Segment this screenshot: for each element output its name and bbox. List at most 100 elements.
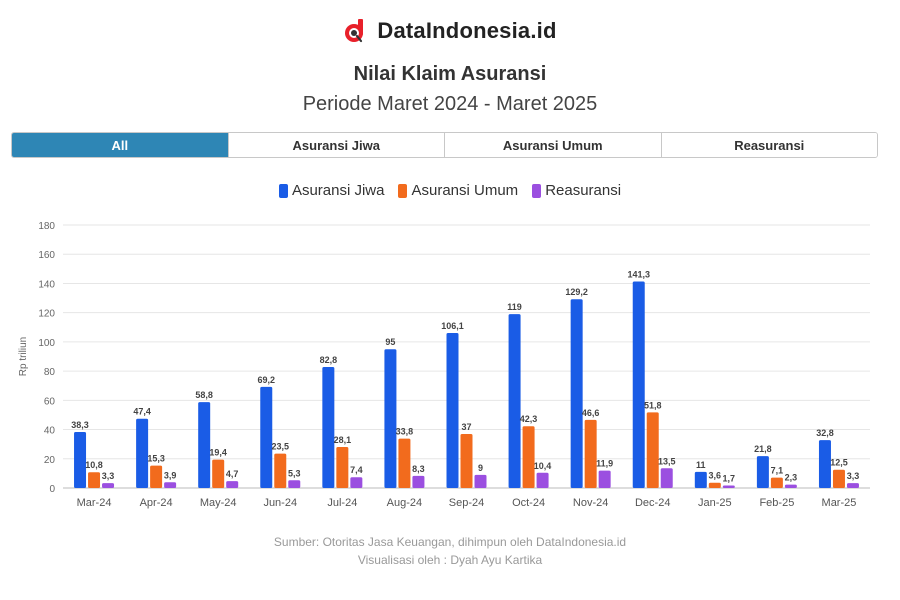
bar	[88, 472, 101, 488]
bar	[756, 456, 769, 488]
tab-asuransi-jiwa[interactable]: Asuransi Jiwa	[228, 133, 445, 157]
tab-reasuransi[interactable]: Reasuransi	[661, 133, 877, 157]
bar	[722, 485, 735, 488]
data-label: 129,2	[565, 287, 588, 297]
bar	[818, 440, 831, 488]
y-tick-label: 0	[49, 484, 55, 495]
bar	[102, 483, 115, 488]
legend-label-asuransi-jiwa: Asuransi Jiwa	[291, 182, 385, 199]
data-label: 7,1	[771, 466, 784, 476]
x-tick-label: Mar-25	[822, 497, 857, 509]
data-label: 10,4	[534, 461, 552, 471]
bar	[412, 475, 425, 488]
bar	[74, 432, 87, 488]
data-label: 51,8	[644, 400, 662, 410]
legend-label-reasuransi: Reasuransi	[545, 182, 622, 199]
data-label: 82,8	[320, 355, 338, 365]
tab-all[interactable]: All	[12, 133, 229, 157]
filter-tabs: All Asuransi Jiwa Asuransi Umum Reasuran…	[11, 132, 878, 158]
y-tick-label: 160	[38, 250, 55, 261]
legend-swatch-asuransi-jiwa	[278, 183, 288, 198]
bar	[832, 469, 845, 488]
data-label: 3,6	[709, 471, 722, 481]
legend-label-asuransi-umum: Asuransi Umum	[411, 182, 519, 199]
bar	[474, 474, 487, 488]
bar	[694, 471, 707, 488]
bar	[198, 402, 211, 488]
bar	[212, 459, 225, 488]
legend-item-asuransi-umum[interactable]: Asuransi Umum	[398, 182, 518, 199]
data-label: 15,3	[147, 454, 165, 464]
bar	[770, 477, 783, 488]
data-label: 38,3	[71, 420, 89, 430]
x-tick-label: Oct-24	[512, 497, 545, 509]
bar	[522, 426, 535, 488]
data-label: 5,3	[288, 468, 301, 478]
legend-item-reasuransi[interactable]: Reasuransi	[532, 182, 621, 199]
x-tick-label: May-24	[200, 497, 237, 509]
bar	[708, 482, 721, 488]
bar	[336, 446, 349, 488]
data-label: 37	[461, 422, 471, 432]
bar	[136, 418, 149, 488]
y-tick-label: 80	[44, 367, 56, 378]
data-label: 58,8	[195, 390, 213, 400]
data-label: 21,8	[754, 444, 772, 454]
bar	[446, 332, 459, 488]
y-tick-label: 140	[38, 279, 55, 290]
data-label: 95	[385, 337, 395, 347]
x-tick-label: Feb-25	[759, 497, 794, 509]
source-note: Sumber: Otoritas Jasa Keuangan, dihimpun…	[273, 535, 627, 549]
legend-item-asuransi-jiwa[interactable]: Asuransi Jiwa	[278, 182, 385, 199]
data-label: 9	[478, 463, 483, 473]
x-tick-label: Jan-25	[698, 497, 732, 509]
legend-swatch-reasuransi	[532, 183, 542, 198]
x-tick-label: Jun-24	[263, 497, 297, 509]
y-tick-label: 20	[44, 455, 56, 466]
x-tick-label: Dec-24	[635, 497, 670, 509]
data-label: 28,1	[334, 435, 352, 445]
legend-swatch-asuransi-umum	[398, 183, 408, 198]
x-tick-label: Aug-24	[387, 497, 422, 509]
data-label: 3,9	[164, 470, 177, 480]
brand-name: DataIndonesia.id	[377, 18, 557, 43]
credit-note: Visualisasi oleh : Dyah Ayu Kartika	[357, 553, 543, 567]
chart-footer: Sumber: Otoritas Jasa Keuangan, dihimpun…	[0, 533, 900, 569]
bar	[570, 299, 583, 488]
bar	[536, 472, 549, 488]
y-tick-label: 100	[38, 338, 55, 349]
bar	[598, 470, 611, 488]
data-label: 8,3	[412, 464, 425, 474]
bar	[632, 281, 645, 488]
data-label: 13,5	[658, 456, 676, 466]
data-label: 141,3	[627, 270, 650, 280]
data-label: 10,8	[85, 460, 103, 470]
bar	[460, 433, 473, 488]
bar	[584, 419, 597, 488]
chart-subtitle: Periode Maret 2024 - Maret 2025	[302, 93, 598, 115]
data-label: 42,3	[520, 414, 538, 424]
data-label: 19,4	[209, 448, 227, 458]
bar	[260, 386, 273, 488]
bar	[150, 465, 163, 488]
data-label: 47,4	[133, 407, 151, 417]
tab-asuransi-umum[interactable]: Asuransi Umum	[445, 133, 662, 157]
bar	[322, 367, 335, 488]
bar	[508, 314, 521, 488]
bar	[226, 481, 239, 488]
chart-legend: Asuransi Jiwa Asuransi Umum Reasuransi	[0, 182, 900, 199]
data-label: 69,2	[258, 375, 276, 385]
data-label: 4,7	[226, 469, 239, 479]
data-label: 119	[507, 302, 522, 312]
data-label: 7,4	[350, 465, 363, 475]
bar	[646, 412, 659, 488]
y-tick-label: 180	[38, 221, 55, 232]
x-tick-label: Mar-24	[77, 497, 112, 509]
bar	[350, 477, 363, 488]
data-label: 11	[696, 460, 706, 470]
data-label: 12,5	[830, 458, 848, 468]
data-label: 33,8	[396, 427, 414, 437]
bar	[398, 438, 411, 488]
bar	[274, 453, 287, 488]
bar	[660, 468, 673, 488]
